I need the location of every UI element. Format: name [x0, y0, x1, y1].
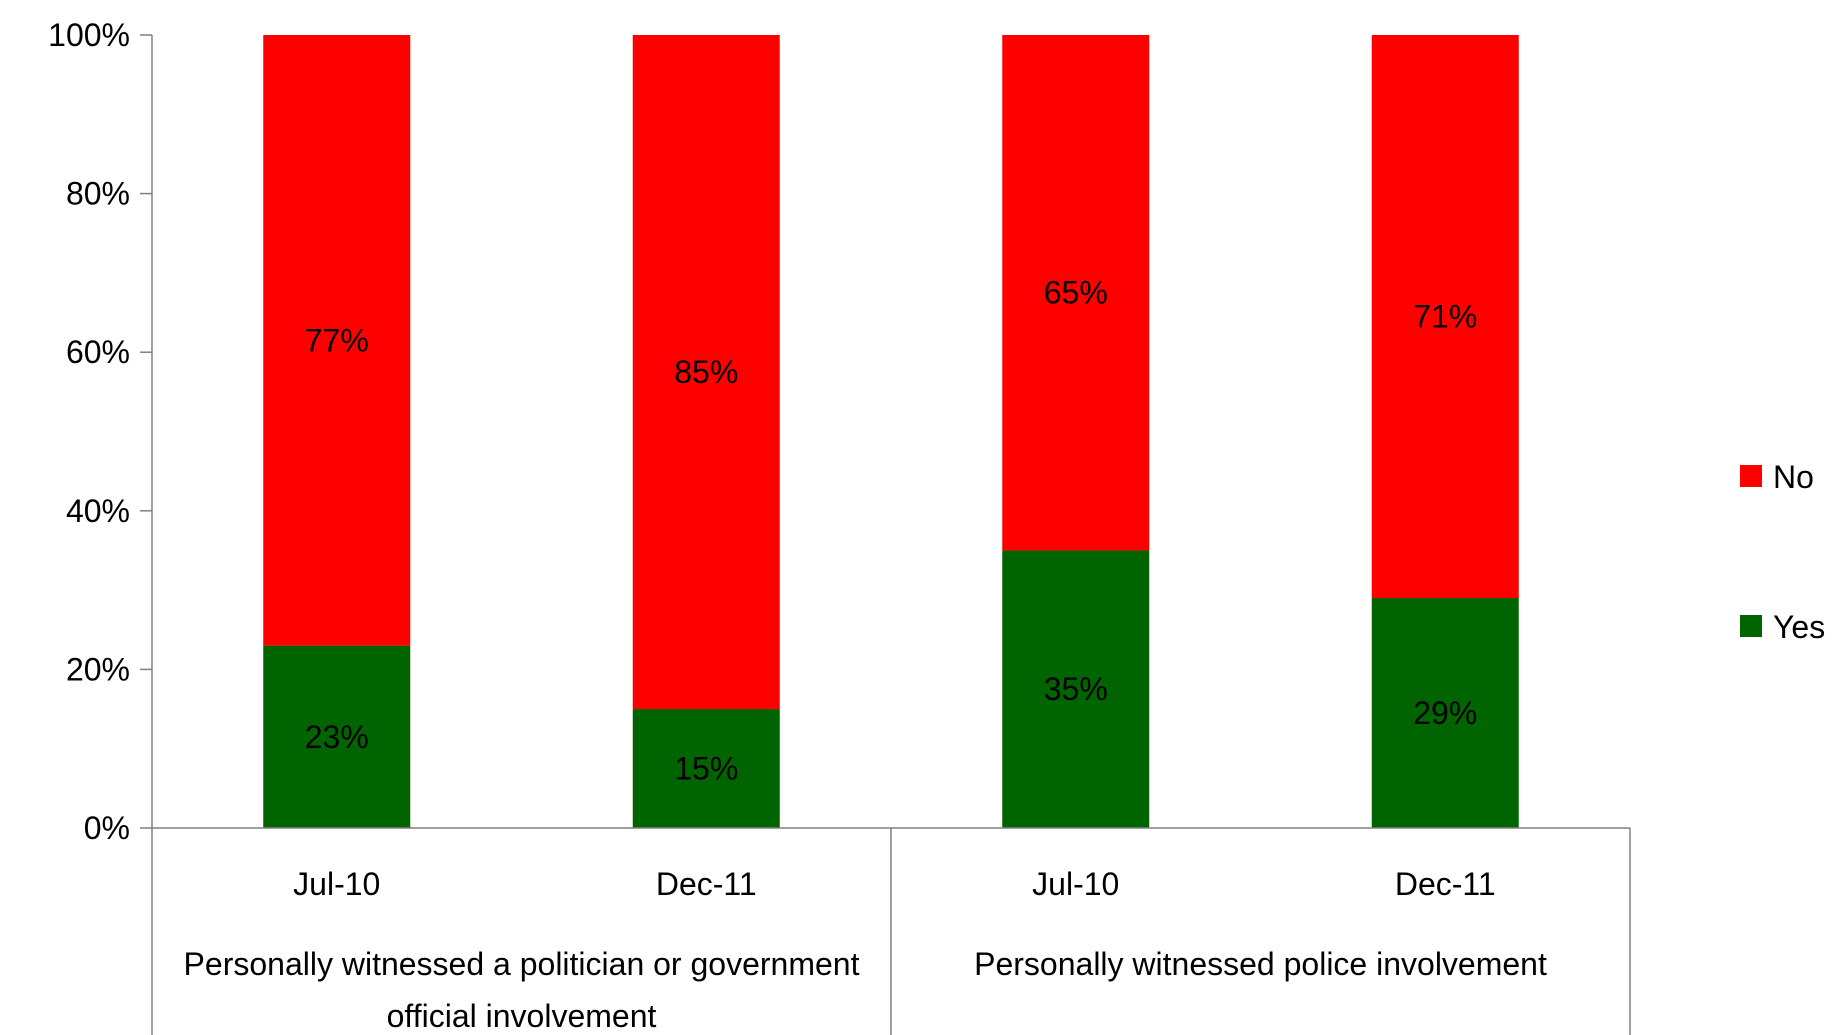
- data-label-no-1: 85%: [674, 354, 738, 390]
- plot-area: [263, 35, 1519, 828]
- group-label-1: Personally witnessed police involvement: [974, 946, 1547, 982]
- x-tick-label: Dec-11: [1395, 866, 1496, 902]
- data-label-no-0: 77%: [305, 322, 369, 358]
- bar-yes-0: [263, 645, 411, 828]
- bar-yes-2: [1002, 550, 1150, 828]
- y-tick-label: 40%: [66, 493, 130, 529]
- legend-label-no: No: [1773, 459, 1814, 495]
- legend-swatch-no: [1740, 465, 1762, 487]
- x-tick-label: Jul-10: [1032, 866, 1119, 902]
- bar-yes-3: [1371, 598, 1519, 828]
- data-label-yes-2: 35%: [1044, 671, 1108, 707]
- data-label-no-3: 71%: [1413, 299, 1477, 335]
- bar-no-3: [1371, 35, 1519, 599]
- y-tick-label: 80%: [66, 176, 130, 212]
- legend-swatch-yes: [1740, 615, 1762, 637]
- legend: No Yes: [1740, 459, 1825, 645]
- bar-no-1: [632, 35, 780, 710]
- data-labels: 23% 77% 15% 85% 35% 65% 29% 71%: [305, 275, 1478, 787]
- data-label-no-2: 65%: [1044, 275, 1108, 311]
- x-tick-label: Dec-11: [656, 866, 757, 902]
- bar-no-0: [263, 35, 411, 646]
- data-label-yes-3: 29%: [1413, 695, 1477, 731]
- y-tick-label: 0%: [84, 810, 130, 846]
- bar-no-2: [1002, 35, 1150, 551]
- y-tick-label: 20%: [66, 651, 130, 687]
- bar-yes-1: [632, 709, 780, 828]
- data-label-yes-1: 15%: [674, 751, 738, 787]
- data-label-yes-0: 23%: [305, 719, 369, 755]
- y-tick-label: 100%: [48, 17, 130, 53]
- legend-label-yes: Yes: [1773, 609, 1825, 645]
- x-tick-label: Jul-10: [293, 866, 380, 902]
- group-label-0: Personally witnessed a politician or gov…: [184, 946, 860, 1034]
- y-tick-label: 60%: [66, 334, 130, 370]
- axes: 0% 20% 40% 60% 80% 100% Jul-10 Dec-11 Jul-10 Dec-…: [48, 17, 1631, 1035]
